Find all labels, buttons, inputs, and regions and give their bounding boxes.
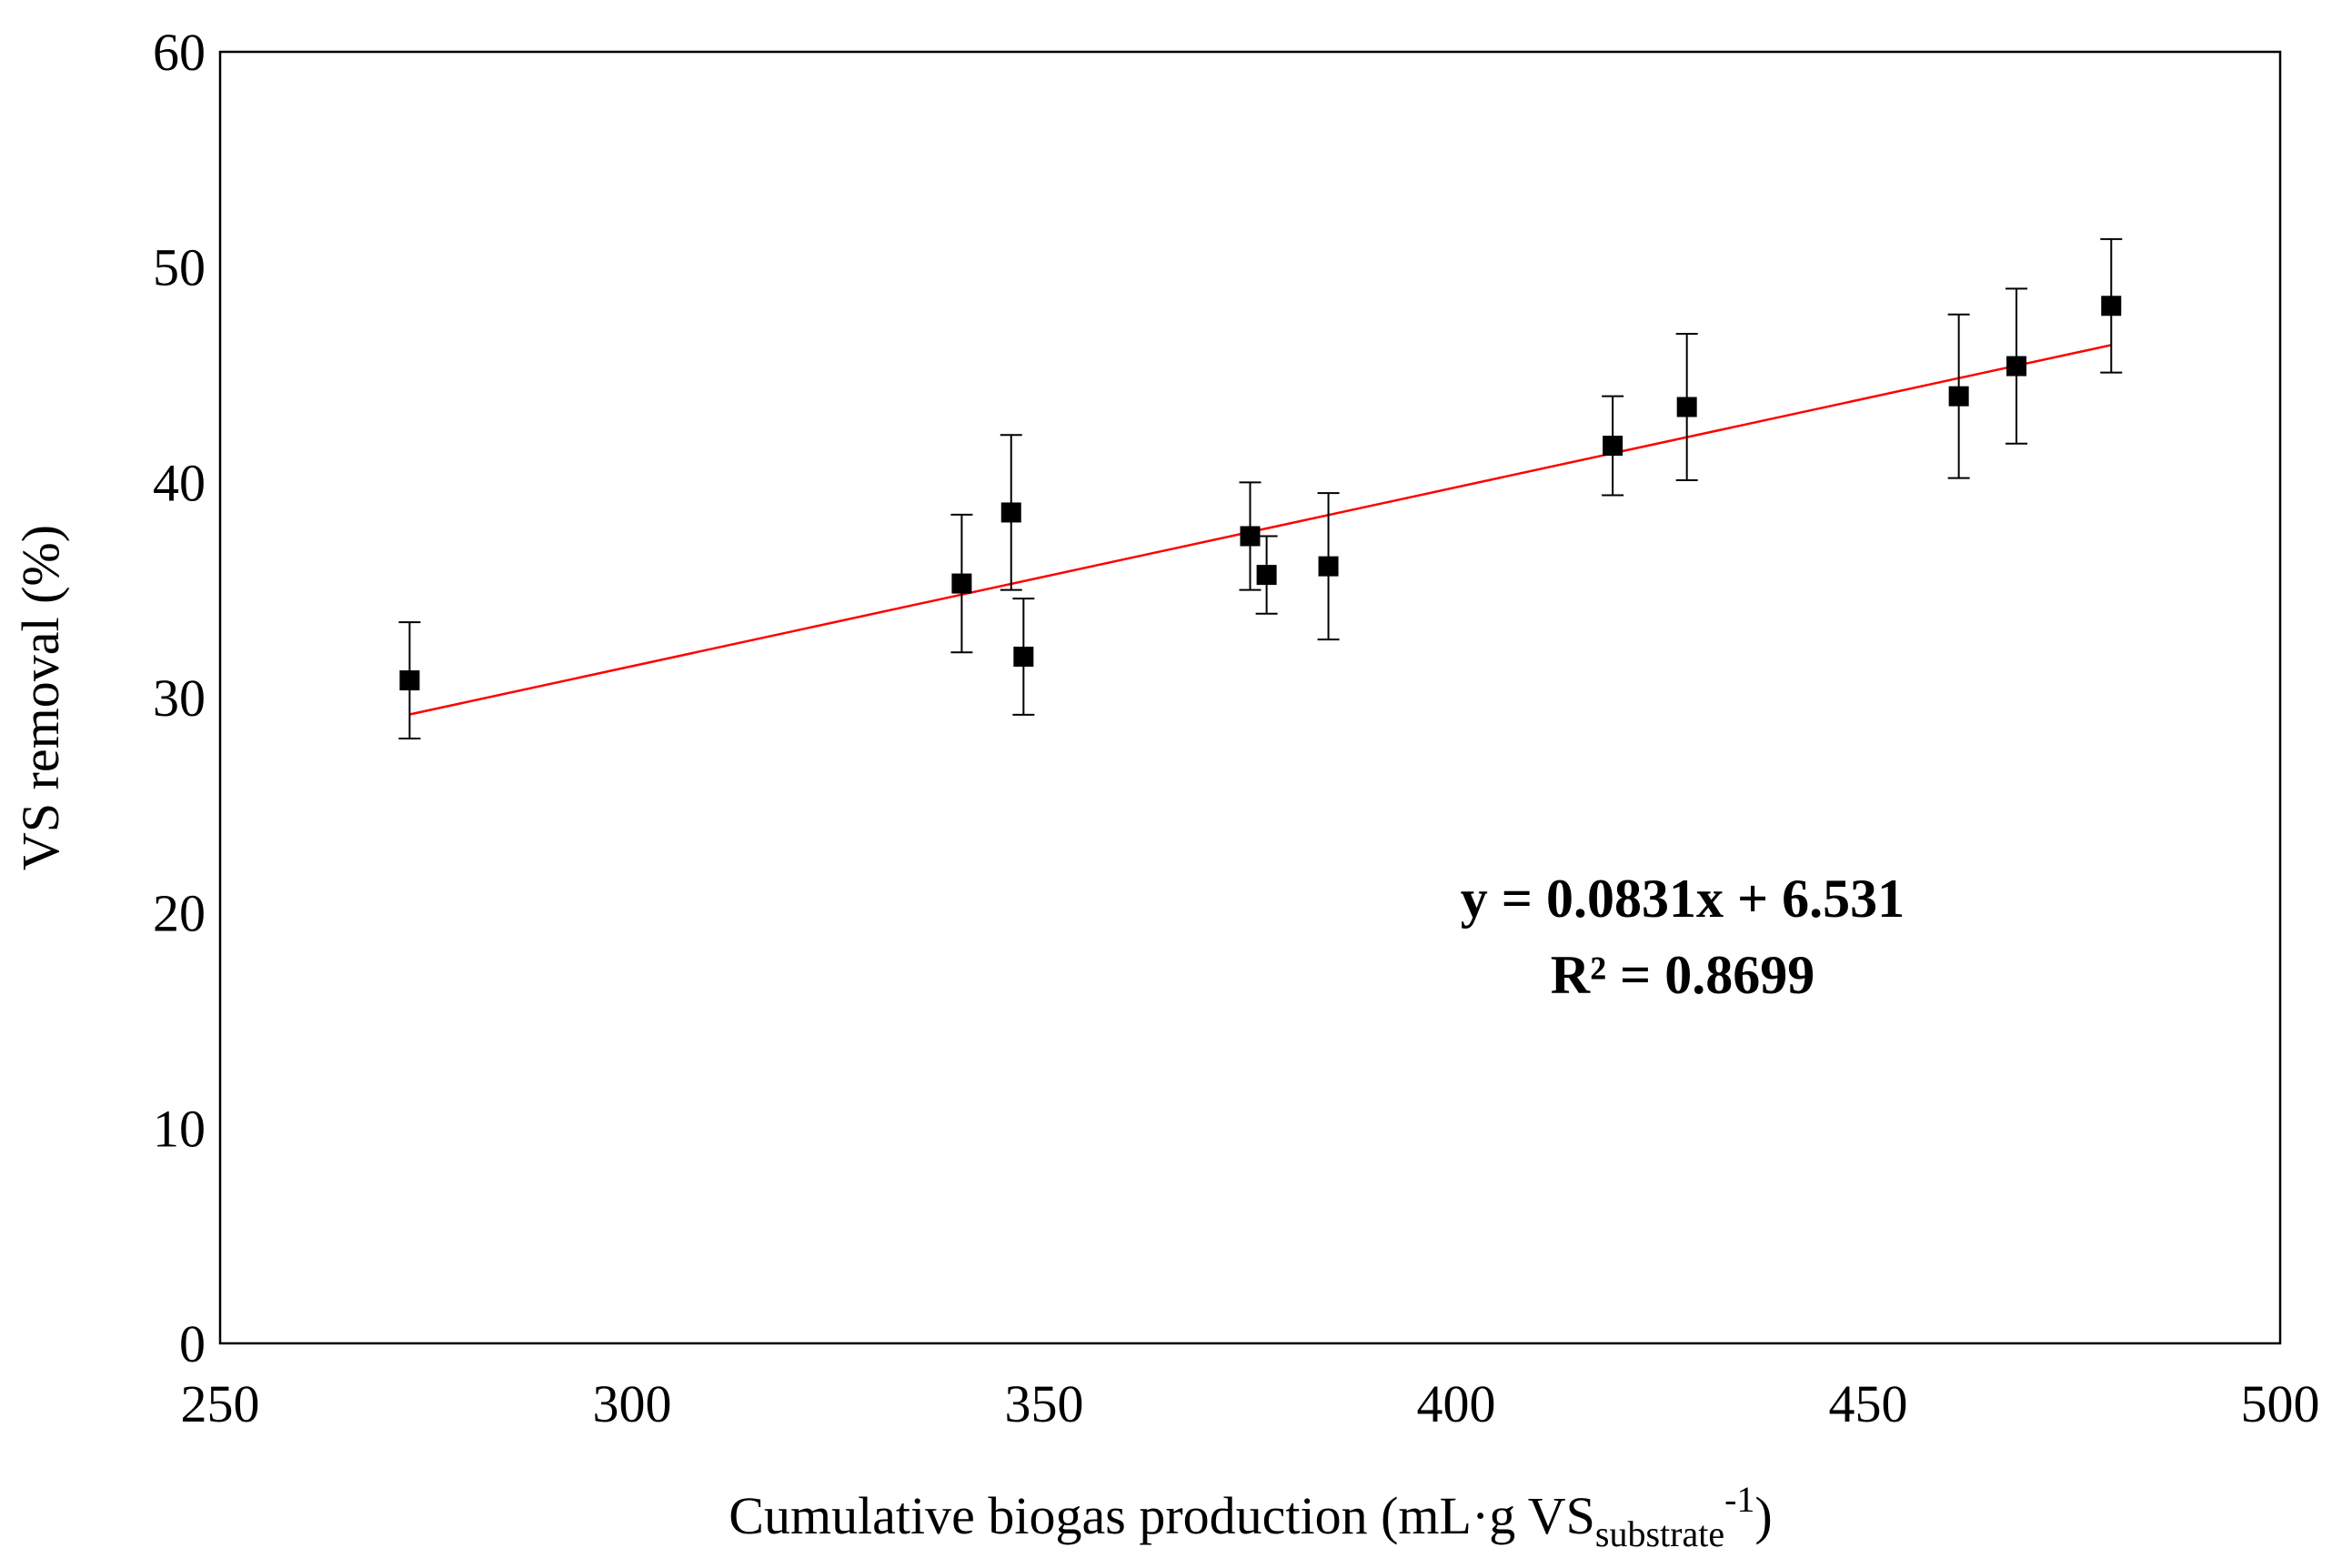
trendline-equation: y = 0.0831x + 6.531 [1461, 869, 1905, 929]
y-tick-label: 0 [179, 1314, 206, 1373]
data-point [1240, 526, 1261, 547]
y-tick-label: 40 [153, 453, 206, 512]
y-tick-label: 60 [153, 23, 206, 82]
y-axis-title: VS removal (%) [11, 525, 70, 870]
data-point [2101, 296, 2122, 317]
data-point [1676, 397, 1697, 417]
trendline-group [409, 344, 2112, 716]
x-axis-title-subscript: substrate [1595, 1513, 1724, 1554]
data-point [1318, 556, 1339, 577]
data-point [1948, 386, 1969, 407]
x-tick-label: 250 [181, 1374, 260, 1433]
x-axis-title-superscript: -1 [1724, 1479, 1754, 1520]
trendline [409, 344, 2112, 716]
x-axis-title: Cumulative biogas production (mL·g VSsub… [729, 1479, 1772, 1554]
plot-area-frame [218, 50, 2282, 1345]
data-points [399, 296, 2122, 691]
data-point [1256, 565, 1277, 586]
x-tick-label: 500 [2241, 1374, 2320, 1433]
x-axis-ticks: 250 300 350 400 450 500 [181, 1374, 2320, 1433]
trendline-r-squared: R² = 0.8699 [1551, 945, 1815, 1005]
y-tick-label: 30 [153, 668, 206, 728]
y-tick-label: 20 [153, 884, 206, 943]
data-point [1000, 502, 1021, 523]
y-tick-label: 50 [153, 238, 206, 297]
data-point [951, 573, 972, 594]
x-tick-label: 400 [1417, 1374, 1496, 1433]
data-point [399, 670, 420, 691]
x-tick-label: 450 [1829, 1374, 1908, 1433]
x-tick-label: 300 [593, 1374, 672, 1433]
x-axis-title-main: Cumulative biogas production (mL·g VS [729, 1486, 1595, 1545]
x-axis-title-close: ) [1754, 1486, 1772, 1545]
y-axis-ticks: 0 10 20 30 40 50 60 [153, 23, 206, 1373]
data-point [1013, 647, 1034, 668]
y-tick-label: 10 [153, 1099, 206, 1158]
error-bars [398, 237, 2123, 739]
data-point [2006, 356, 2027, 377]
x-tick-label: 350 [1005, 1374, 1084, 1433]
data-point [1603, 436, 1623, 457]
